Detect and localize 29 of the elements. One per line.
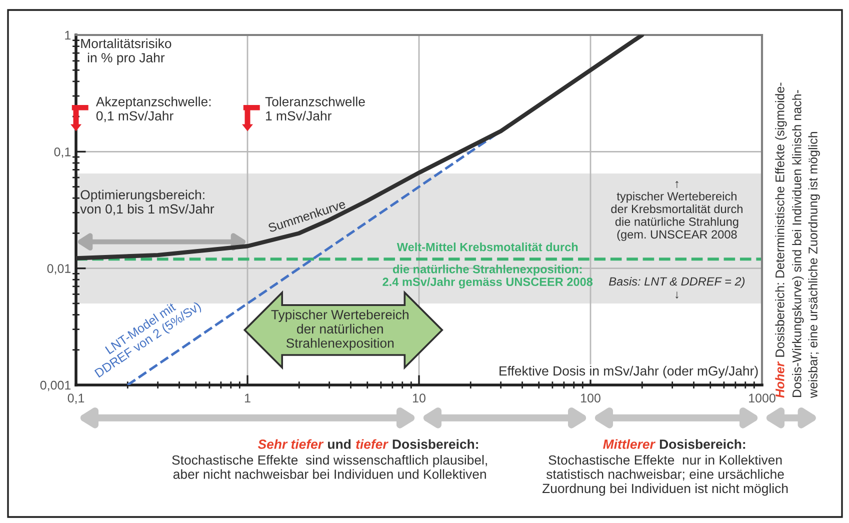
annotation: Typischer Wertebereich der natürlichen Strahlenexposition	[271, 310, 408, 350]
x-tick-label: 1000	[749, 394, 776, 403]
x-tick-label: 10	[413, 394, 426, 403]
annotation: Welt-Mittel Krebsmotalität durch die natürliche Strahlenexposition: 2.4 mSv/Jahr gemäss UNSCEER 2008	[382, 242, 593, 288]
text: Dosisbereich:	[392, 439, 478, 449]
text: Dosisbereich:	[660, 439, 746, 449]
text: Mittlerer	[603, 439, 656, 449]
text: Stochastische Effekte nur in Kollektiven statistisch nachweisbar; eine ursächliche Zuordnung bei Individuen ist nicht möglich	[542, 455, 788, 496]
text: Dosisbereich: Deterministische Effekte (sigmoide-	[775, 82, 787, 357]
text: tiefer	[356, 439, 388, 449]
text: ↑ typischer Wertebereich der Krebsmortalität durch die natürliche Strahlung (gem. UNSCEAR 2008 Basis: LNT & DDREF = 2) ↓	[609, 180, 745, 299]
annotation: Akzeptanzschwelle: 0,1 mSv/Jahr	[96, 96, 211, 122]
x-axis-title: Effektive Dosis in mSv/Jahr (oder mGy/Jahr)	[500, 366, 758, 378]
text: Dosis-Wirkungskurve) sind bei Individuen klinisch nach-	[792, 90, 804, 397]
y-tick-label: 0,1	[54, 147, 71, 158]
x-tick-label: 100	[581, 394, 600, 403]
annotation: Optimierungsbereich: von 0,1 bis 1 mSv/Jahr	[80, 190, 214, 216]
y-axis-title: Mortalitätsrisiko in % pro Jahr	[81, 38, 172, 66]
text: weisbar; eine ursächliche Zuordnung ist möglich	[808, 132, 820, 398]
y-tick-label: 1	[65, 30, 71, 40]
annotation: Toleranzschwelle 1 mSv/Jahr	[265, 96, 365, 121]
text: Hoher	[775, 361, 784, 398]
text: Stochastische Effekte sind wissenschaftlich plausibel, aber nicht nachweisbar bei Individuen und Kollektiven	[172, 455, 487, 479]
text: und	[328, 439, 351, 449]
x-tick-label: 1	[244, 394, 250, 402]
y-tick-label: 0,001	[40, 380, 71, 392]
x-tick-label: 0,1	[68, 394, 84, 404]
y-tick-label: 0,01	[47, 264, 71, 274]
text: Sehr tiefer	[258, 439, 324, 449]
